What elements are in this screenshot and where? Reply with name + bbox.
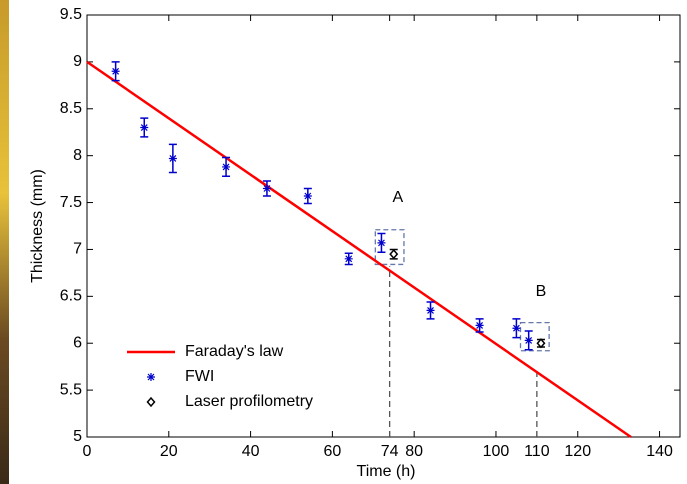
x-tick-label: 100 (483, 443, 510, 460)
fwi-marker (140, 123, 149, 132)
y-tick-label: 7.5 (60, 194, 82, 211)
y-tick-label: 9.5 (60, 6, 82, 23)
annotation: A (392, 189, 403, 206)
fwi-marker (512, 324, 521, 333)
x-tick-label: 120 (564, 443, 591, 460)
fwi-marker (111, 67, 120, 76)
highlight-box (519, 321, 550, 352)
fwi-marker (303, 191, 312, 200)
x-tick-label: 80 (405, 443, 423, 460)
fwi-marker (262, 184, 271, 193)
annotation: B (536, 283, 547, 300)
y-tick-label: 6 (73, 334, 82, 351)
x-tick-label: 110 (524, 443, 550, 460)
diamond-marker (536, 338, 546, 349)
y-axis-label: Thickness (mm) (29, 169, 46, 283)
legend-label: FWI (185, 368, 214, 385)
diamond-marker (389, 248, 399, 260)
fwi-marker (426, 306, 435, 315)
y-tick-label: 5.5 (60, 381, 82, 398)
x-tick-label: 60 (323, 443, 341, 460)
x-tick-label: 140 (646, 443, 673, 460)
fwi-marker (377, 238, 386, 247)
legend-label: Laser profilometry (185, 393, 313, 410)
x-axis-label: Time (h) (357, 463, 416, 480)
x-tick-label: 20 (160, 443, 178, 460)
y-tick-label: 8.5 (60, 100, 82, 117)
x-tick-label: 74 (381, 443, 399, 460)
fwi-marker (344, 254, 353, 263)
y-tick-label: 8 (73, 147, 82, 164)
x-tick-label: 0 (83, 443, 92, 460)
y-tick-label: 9 (73, 53, 82, 70)
fwi-marker (147, 373, 155, 381)
y-tick-label: 6.5 (60, 288, 82, 305)
diamond-marker (146, 396, 156, 408)
y-tick-label: 5 (73, 428, 82, 445)
fwi-marker (222, 162, 231, 171)
photo-edge (0, 0, 9, 484)
fwi-marker (475, 321, 484, 330)
x-tick-label: 40 (242, 443, 260, 460)
legend-label: Faraday's law (185, 343, 284, 360)
highlight-box (374, 229, 405, 266)
fwi-marker (168, 154, 177, 163)
plot-frame (86, 14, 681, 438)
y-tick-label: 7 (73, 241, 82, 258)
faraday-line (86, 60, 632, 439)
fwi-marker (524, 336, 533, 345)
